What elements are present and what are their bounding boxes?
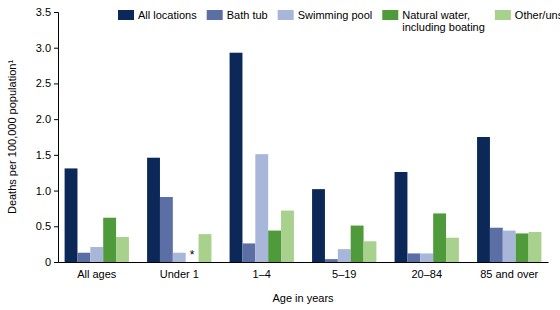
- y-tick: 1.5: [36, 149, 58, 161]
- legend-swatch: [118, 10, 134, 20]
- plot: * 0 0.5 1.0 1.5 2.0 2.5 3.0 3.5 All ages Under 1 1–…: [36, 6, 549, 280]
- bar: [325, 259, 338, 262]
- bar: [268, 231, 281, 262]
- x-tick: Under 1: [160, 262, 199, 280]
- bar: [281, 211, 294, 262]
- bar: [516, 233, 529, 262]
- y-axis-line: [54, 13, 59, 263]
- x-tick-label: 5–19: [332, 268, 356, 280]
- bar: [65, 168, 78, 262]
- bar: [147, 158, 160, 262]
- legend-swatch: [382, 10, 398, 20]
- bars: [65, 53, 542, 262]
- legend: All locations Bath tub Swimming pool Natura…: [118, 9, 560, 33]
- bar: [312, 189, 325, 262]
- legend-item: Other/unspecified: [495, 9, 560, 21]
- y-tick: 2.5: [36, 77, 58, 89]
- bar: [395, 172, 408, 262]
- y-tick-label: 3.5: [36, 6, 51, 18]
- bar: [529, 232, 542, 262]
- x-tick-label: 1–4: [253, 268, 271, 280]
- legend-item: Bath tub: [207, 9, 268, 21]
- y-tick-mark: [54, 48, 58, 49]
- x-tick: 1–4: [253, 262, 271, 280]
- bar: [242, 243, 255, 262]
- bar: [407, 253, 420, 262]
- legend-swatch: [495, 10, 511, 20]
- legend-item: All locations: [118, 9, 197, 21]
- bar: [199, 234, 212, 262]
- bar: [490, 228, 503, 262]
- bar: [255, 154, 268, 262]
- y-tick: 3.5: [36, 6, 58, 18]
- y-axis: 0 0.5 1.0 1.5 2.0 2.5 3.0 3.5: [36, 6, 59, 268]
- legend-label: Natural water,including boating: [402, 9, 485, 33]
- bar: [503, 231, 516, 262]
- bar: [420, 253, 433, 262]
- bar: [90, 247, 103, 262]
- y-tick-label: 3.0: [36, 42, 51, 54]
- x-tick-label: Under 1: [160, 268, 199, 280]
- y-tick: 2.0: [36, 113, 58, 125]
- y-tick-mark: [54, 12, 58, 13]
- y-tick-label: 0: [45, 256, 51, 268]
- y-tick: 0.5: [36, 220, 58, 232]
- chart: * 0 0.5 1.0 1.5 2.0 2.5 3.0 3.5 All ages Under 1 1–…: [0, 0, 560, 310]
- y-tick-mark: [54, 262, 58, 263]
- legend-item: Swimming pool: [278, 9, 373, 21]
- bar: [160, 197, 173, 262]
- x-tick-label: 20–84: [411, 268, 442, 280]
- annotation: *: [190, 248, 195, 262]
- x-tick-label: All ages: [77, 268, 117, 280]
- y-tick-mark: [54, 191, 58, 192]
- y-tick-label: 1.0: [36, 185, 51, 197]
- x-tick: 20–84: [411, 262, 442, 280]
- bar: [364, 241, 377, 262]
- bar: [103, 218, 116, 262]
- y-tick-mark: [54, 83, 58, 84]
- legend-item: Natural water,including boating: [382, 9, 485, 33]
- x-axis: All ages Under 1 1–4 5–19 20–84 85 and over: [59, 262, 549, 280]
- bar: [433, 213, 446, 262]
- y-tick-mark: [54, 155, 58, 156]
- legend-label: All locations: [138, 9, 197, 21]
- bar: [477, 137, 490, 262]
- x-tick: 5–19: [332, 262, 356, 280]
- x-tick-label: 85 and over: [480, 268, 538, 280]
- legend-swatch: [207, 10, 223, 20]
- y-tick-label: 0.5: [36, 220, 51, 232]
- y-tick: 1.0: [36, 185, 58, 197]
- y-tick-mark: [54, 226, 58, 227]
- y-tick-mark: [54, 119, 58, 120]
- x-tick: 85 and over: [480, 262, 538, 280]
- y-tick-label: 1.5: [36, 149, 51, 161]
- x-tick: All ages: [77, 262, 117, 280]
- bar: [351, 226, 364, 262]
- x-axis-title: Age in years: [272, 292, 334, 304]
- bar: [338, 249, 351, 262]
- legend-label: Other/unspecified: [515, 9, 560, 21]
- y-tick-label: 2.0: [36, 113, 51, 125]
- y-tick-label: 2.5: [36, 77, 51, 89]
- bar: [116, 237, 129, 262]
- x-axis-line: [59, 262, 549, 263]
- bar: [77, 253, 90, 262]
- bar: [446, 238, 459, 262]
- legend-label: Bath tub: [227, 9, 268, 21]
- legend-label: Swimming pool: [298, 9, 373, 21]
- y-tick: 0: [45, 256, 58, 268]
- bar: [230, 53, 243, 262]
- y-axis-title: Deaths per 100,000 population¹: [6, 60, 18, 214]
- y-tick: 3.0: [36, 42, 58, 54]
- bar: [173, 253, 186, 262]
- legend-swatch: [278, 10, 294, 20]
